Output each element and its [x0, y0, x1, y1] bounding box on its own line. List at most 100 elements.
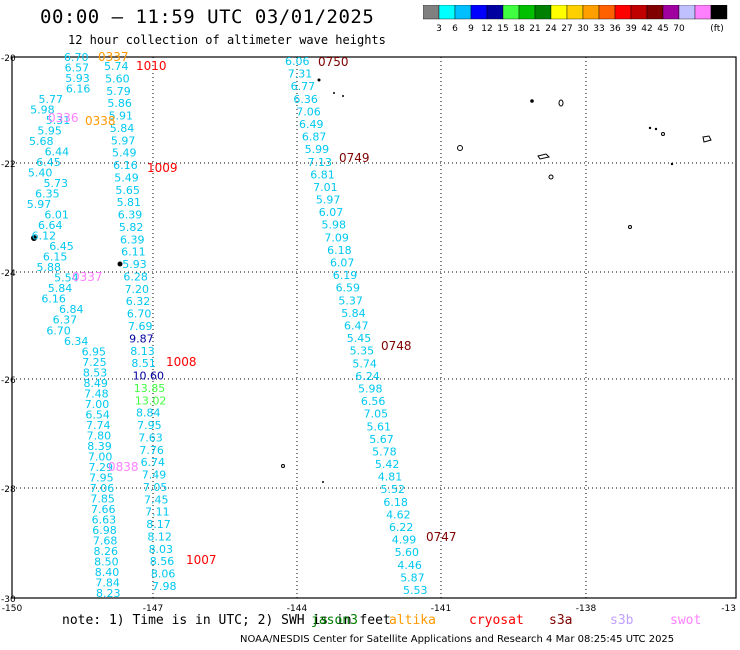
swh-value-label: 5.42 — [375, 458, 400, 471]
island — [342, 95, 344, 97]
colorbar-swatch — [566, 5, 584, 20]
swh-value-label: 7.95 — [137, 419, 162, 432]
swh-value-label: 7.25 — [82, 356, 107, 369]
swh-value-label: 7.05 — [364, 408, 389, 421]
swh-value-label: 7.98 — [152, 580, 177, 593]
swh-value-label: 5.87 — [400, 571, 425, 584]
swh-value-label: 6.06 — [285, 55, 310, 68]
colorbar-swatch — [486, 5, 504, 20]
page-subtitle: 12 hour collection of altimeter wave hei… — [68, 33, 386, 47]
swh-value-label: 6.11 — [121, 246, 145, 259]
swh-value-label: 7.06 — [90, 482, 115, 495]
swh-value-label: 7.11 — [145, 506, 170, 519]
colorbar-labels: 3 6 9 12 15 18 21 24 27 30 33 36 39 42 45 70 (ft) — [436, 24, 724, 34]
swh-value-label: 5.35 — [350, 345, 375, 358]
island-outlines — [31, 78, 712, 483]
swh-value-label: 6.35 — [35, 188, 60, 201]
swh-value-label: 6.36 — [293, 93, 318, 106]
swh-value-label: 5.98 — [358, 382, 383, 395]
island — [628, 225, 632, 229]
swh-value-label: 5.73 — [44, 177, 69, 190]
swh-value-label: 6.18 — [383, 496, 408, 509]
swh-value-label: 6.64 — [38, 219, 63, 232]
island — [558, 99, 564, 107]
colorbar-label: 45 — [657, 24, 668, 34]
swh-value-label: 5.93 — [122, 258, 146, 271]
satellite-legend-cryosat: cryosat — [469, 613, 524, 628]
swh-value-label: 7.06 — [296, 105, 321, 118]
swh-value-label: 7.48 — [84, 387, 109, 400]
swh-value-label: 6.01 — [44, 209, 69, 222]
swh-value-label: 8.53 — [83, 366, 108, 379]
lon-tick-label: -147 — [143, 604, 163, 614]
colorbar-swatch — [423, 5, 440, 20]
pass-time-label: 0336 — [48, 111, 79, 125]
swh-value-label: 4.81 — [378, 471, 403, 484]
colorbar-swatch — [598, 5, 616, 20]
pass-time-label: 1010 — [136, 59, 167, 73]
swh-value-label: 6.54 — [85, 408, 110, 421]
swh-value-label: 5.45 — [347, 332, 372, 345]
altimeter-track-labels: 6.706.575.936.165.775.985.315.955.686.44… — [27, 50, 457, 600]
swh-value-label: 10.60 — [133, 370, 165, 383]
swh-value-label: 8.50 — [94, 555, 119, 568]
colorbar-label: 9 — [468, 24, 474, 34]
pass-time-label: 0747 — [426, 530, 457, 544]
swh-value-label: 6.47 — [344, 320, 369, 333]
colorbar-label: 36 — [609, 24, 621, 34]
swh-value-label: 5.31 — [46, 114, 71, 127]
colorbar-label: 18 — [513, 24, 525, 34]
pass-time-label: 0337 — [98, 50, 129, 64]
island — [322, 481, 324, 483]
colorbar-label: 15 — [497, 24, 508, 34]
colorbar-swatch — [614, 5, 632, 20]
satellite-legend-jason3: jason3 — [311, 613, 358, 628]
lat-lon-grid — [11, 56, 737, 599]
colorbar-legend: 3 6 9 12 15 18 21 24 27 30 33 36 39 42 45 70 (ft) — [423, 5, 728, 34]
swh-value-label: 5.84 — [341, 307, 366, 320]
lon-tick-label: -138 — [576, 604, 597, 614]
swh-value-label: 6.32 — [126, 295, 151, 308]
colorbar-label: 12 — [481, 24, 492, 34]
colorbar-swatch — [694, 5, 712, 20]
colorbar-unit: (ft) — [710, 24, 724, 34]
swh-value-label: 5.97 — [27, 198, 52, 211]
swh-value-label: 6.56 — [361, 395, 386, 408]
swh-value-label: 4.46 — [397, 559, 422, 572]
colorbar-swatch — [518, 5, 536, 20]
footer-credit: NOAA/NESDIS Center for Satellite Applica… — [240, 634, 675, 645]
island — [654, 127, 658, 131]
colorbar-label: 42 — [641, 24, 652, 34]
swh-value-label: 5.74 — [104, 60, 129, 73]
island — [537, 153, 550, 160]
swh-value-label: 6.16 — [113, 159, 137, 172]
swh-value-label: 6.87 — [302, 131, 327, 144]
lat-tick-label: -20 — [1, 54, 16, 64]
swh-value-label: 5.78 — [372, 445, 397, 458]
swh-value-label: 6.07 — [319, 206, 344, 219]
colorbar-swatch — [582, 5, 600, 20]
lat-tick-label: -24 — [1, 269, 16, 279]
island — [281, 464, 285, 468]
lat-tick-label: -28 — [1, 485, 16, 495]
swh-value-label: 7.09 — [324, 231, 349, 244]
swh-value-label: 6.28 — [123, 270, 148, 283]
pass-time-label: 0749 — [339, 151, 370, 165]
colorbar-label: 21 — [529, 24, 540, 34]
axis-labels: -20 -22 -24 -26 -28 -30-150 -147 -144 -141 -138 -1… — [1, 54, 736, 614]
swh-value-label: 7.95 — [89, 471, 114, 484]
swh-value-label: 5.99 — [305, 143, 330, 156]
swh-value-label: 5.97 — [316, 194, 341, 207]
colorbar-label: 24 — [545, 24, 557, 34]
swh-value-label: 6.81 — [310, 168, 335, 181]
swh-value-label: 8.06 — [151, 568, 176, 581]
pass-time-label: 0750 — [318, 55, 349, 69]
island — [457, 145, 463, 151]
island — [670, 162, 674, 166]
pass-time-label: 0748 — [381, 339, 412, 353]
swh-value-label: 7.66 — [91, 503, 116, 516]
colorbar-label: 39 — [625, 24, 637, 34]
footer-note: note: 1) Time is in UTC; 2) SWH is in fe… — [62, 613, 391, 628]
swh-value-label: 5.98 — [30, 104, 54, 117]
